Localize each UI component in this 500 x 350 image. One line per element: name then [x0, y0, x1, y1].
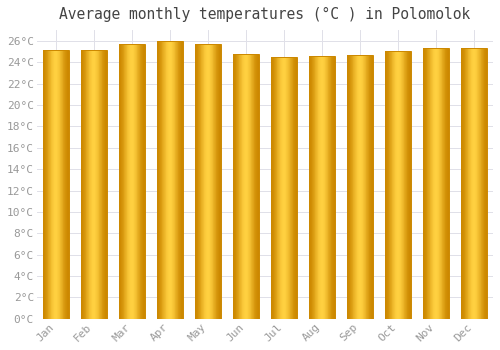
- Bar: [195, 44, 221, 319]
- Bar: [233, 54, 259, 319]
- Bar: [385, 51, 411, 319]
- Bar: [423, 48, 449, 319]
- Bar: [271, 57, 297, 319]
- Bar: [347, 55, 373, 319]
- Bar: [157, 41, 182, 319]
- Bar: [81, 50, 106, 319]
- Bar: [309, 56, 335, 319]
- Bar: [119, 44, 144, 319]
- Title: Average monthly temperatures (°C ) in Polomolok: Average monthly temperatures (°C ) in Po…: [60, 7, 470, 22]
- Bar: [43, 50, 68, 319]
- Bar: [461, 48, 487, 319]
